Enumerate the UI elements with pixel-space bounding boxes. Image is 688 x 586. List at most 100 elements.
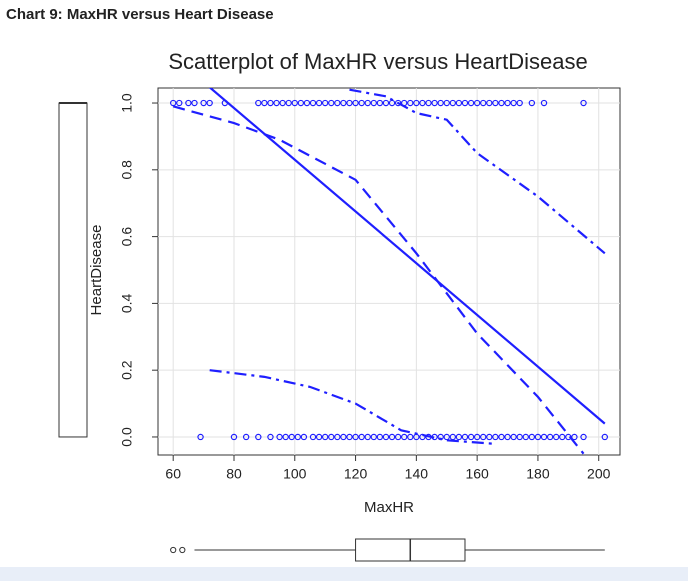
point: [340, 433, 347, 441]
x-tick-label: 160: [465, 466, 489, 482]
x-tick-label: 140: [405, 466, 429, 482]
point: [431, 99, 438, 107]
fit-line: [172, 105, 585, 455]
point: [540, 433, 548, 441]
point: [358, 433, 365, 441]
point: [340, 99, 347, 107]
point: [376, 99, 384, 107]
x-axis-label: MaxHR: [364, 499, 414, 516]
point: [480, 433, 487, 441]
fit-line: [208, 88, 606, 425]
page-heading: Chart 9: MaxHR versus Heart Disease: [6, 6, 274, 23]
point: [534, 433, 542, 441]
point: [294, 433, 302, 441]
y-tick-label: 0.6: [119, 227, 135, 247]
point: [388, 433, 396, 441]
y-tick-label: 0.2: [119, 360, 135, 380]
x-tick-label: 60: [165, 466, 181, 482]
point: [352, 433, 359, 441]
point: [580, 99, 587, 107]
point: [437, 99, 444, 107]
outlier: [179, 546, 186, 554]
x-tick-label: 180: [526, 466, 550, 482]
point: [321, 433, 329, 441]
point: [510, 99, 517, 107]
point: [467, 433, 475, 441]
point: [255, 99, 262, 107]
point: [169, 99, 177, 107]
point: [267, 99, 274, 107]
point: [504, 99, 511, 107]
point: [492, 99, 499, 107]
point: [498, 99, 505, 107]
point: [334, 99, 341, 107]
point: [191, 99, 198, 107]
point: [261, 99, 268, 107]
point: [328, 433, 335, 441]
point: [413, 99, 420, 107]
plot-area: [169, 88, 609, 455]
point: [559, 433, 566, 441]
y-tick-label: 1.0: [119, 93, 135, 113]
point: [461, 99, 469, 107]
point: [419, 433, 426, 441]
point: [571, 433, 578, 441]
point: [492, 433, 499, 441]
point: [400, 433, 408, 441]
point: [407, 99, 414, 107]
point: [443, 99, 450, 107]
point: [504, 433, 511, 441]
point: [279, 99, 286, 107]
point: [303, 99, 311, 107]
point: [449, 433, 457, 441]
point: [480, 99, 487, 107]
point: [486, 99, 493, 107]
point: [370, 433, 378, 441]
point: [291, 99, 298, 107]
point: [473, 99, 481, 107]
point: [176, 99, 183, 107]
bottom-strip: [0, 567, 688, 581]
point: [315, 99, 323, 107]
point: [273, 99, 280, 107]
chart-title: Scatterplot of MaxHR versus HeartDisease: [168, 49, 587, 74]
point: [443, 433, 450, 441]
point: [461, 433, 469, 441]
x-tick-label: 80: [226, 466, 242, 482]
point: [300, 433, 308, 441]
point: [197, 433, 204, 441]
fit-line: [209, 369, 493, 445]
point: [455, 433, 463, 441]
point: [516, 99, 523, 107]
point: [352, 99, 359, 107]
point: [288, 433, 295, 441]
point: [185, 99, 192, 107]
point: [467, 99, 475, 107]
y-tick-label: 0.4: [119, 293, 135, 313]
point: [382, 433, 390, 441]
point: [364, 433, 371, 441]
point: [285, 99, 292, 107]
point: [276, 433, 283, 441]
point: [376, 433, 384, 441]
point: [309, 99, 317, 107]
point: [528, 99, 536, 107]
point: [267, 433, 274, 441]
point: [315, 433, 323, 441]
point: [407, 433, 414, 441]
point: [394, 99, 402, 107]
grid: [158, 88, 620, 455]
point: [516, 433, 523, 441]
point: [200, 99, 207, 107]
point: [346, 433, 353, 441]
point: [522, 433, 529, 441]
point: [309, 433, 317, 441]
point: [473, 433, 481, 441]
point: [498, 433, 505, 441]
point: [394, 433, 402, 441]
plot-frame: [157, 87, 621, 456]
x-tick-label: 200: [587, 466, 611, 482]
y-tick-label: 0.0: [119, 427, 135, 447]
point: [370, 99, 378, 107]
